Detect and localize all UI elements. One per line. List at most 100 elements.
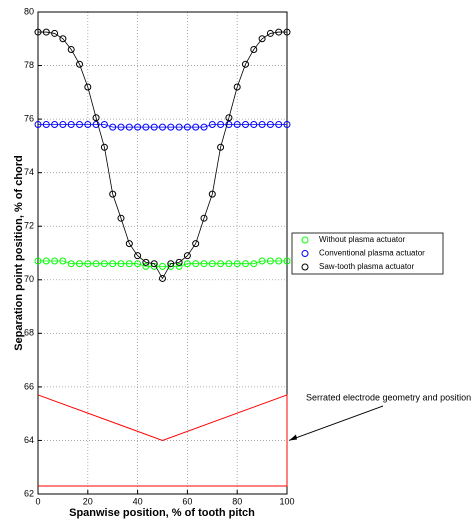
data-point <box>117 214 125 222</box>
data-point <box>84 120 92 128</box>
data-point <box>92 120 100 128</box>
data-point <box>233 120 241 128</box>
data-point <box>175 123 183 131</box>
data-point <box>125 260 133 268</box>
data-point <box>250 45 258 53</box>
data-point <box>208 120 216 128</box>
data-point <box>192 123 200 131</box>
data-point <box>183 252 191 260</box>
data-point <box>192 260 200 268</box>
data-point <box>134 260 142 268</box>
data-point <box>92 114 100 122</box>
legend-marker <box>301 236 309 244</box>
y-tick-label: 62 <box>24 488 34 498</box>
data-point <box>200 214 208 222</box>
electrode-outline <box>37 394 288 487</box>
data-point <box>142 262 150 270</box>
legend-box <box>291 232 444 275</box>
data-point <box>67 260 75 268</box>
x-tick-label: 80 <box>232 496 242 506</box>
data-point <box>159 262 166 270</box>
data-point <box>200 123 208 131</box>
data-point <box>59 120 67 128</box>
data-point <box>159 123 166 131</box>
plot-area <box>38 12 287 494</box>
y-tick-label: 80 <box>24 6 34 16</box>
data-point <box>92 260 100 268</box>
data-point <box>241 60 249 68</box>
y-tick-label: 66 <box>24 381 34 391</box>
data-point <box>183 123 191 131</box>
series-line <box>38 31 287 280</box>
data-point <box>275 257 283 265</box>
data-point <box>225 114 233 122</box>
annotation-arrow <box>288 405 384 441</box>
data-point <box>84 260 92 268</box>
data-point <box>208 190 216 198</box>
y-tick-label: 64 <box>24 435 34 445</box>
x-tick-label: 40 <box>133 496 143 506</box>
data-point <box>142 258 150 266</box>
annotation-text: Serrated electrode geometry and position <box>306 392 471 402</box>
data-point <box>258 120 266 128</box>
data-point <box>266 29 274 37</box>
data-point <box>183 260 191 268</box>
data-point <box>42 257 50 265</box>
data-point <box>217 143 225 151</box>
data-point <box>34 257 42 265</box>
data-point <box>233 83 241 91</box>
data-point <box>217 260 225 268</box>
x-tick-label: 0 <box>35 496 40 506</box>
data-point <box>59 257 67 265</box>
data-point <box>125 240 133 248</box>
data-point <box>109 123 117 131</box>
data-point <box>233 260 241 268</box>
series-line <box>38 124 287 128</box>
data-point <box>100 260 108 268</box>
data-point <box>67 45 75 53</box>
data-point <box>175 258 183 266</box>
data-point <box>283 257 291 265</box>
y-tick-label: 72 <box>24 221 34 231</box>
data-point <box>258 35 266 43</box>
data-point <box>117 123 125 131</box>
data-point <box>175 262 183 270</box>
data-point <box>100 143 108 151</box>
data-point <box>51 29 59 37</box>
x-tick-label: 60 <box>182 496 192 506</box>
data-point <box>150 260 158 268</box>
data-point <box>283 120 291 128</box>
data-point <box>84 83 92 91</box>
data-point <box>42 120 50 128</box>
data-point <box>117 260 125 268</box>
data-point <box>208 260 216 268</box>
data-point <box>134 252 142 260</box>
data-point <box>59 35 67 43</box>
arrow-head <box>289 434 297 441</box>
data-point <box>67 120 75 128</box>
y-axis-label: Separation point position, % of chord <box>13 155 25 351</box>
axes-box <box>37 11 288 495</box>
y-tick-label: 74 <box>24 167 34 177</box>
legend-marker <box>301 263 309 271</box>
data-point <box>167 260 175 268</box>
x-axis-label: Spanwise position, % of tooth pitch <box>69 507 255 519</box>
x-tick-label: 20 <box>83 496 93 506</box>
data-point <box>34 120 42 128</box>
y-tick-label: 76 <box>24 113 34 123</box>
data-point <box>142 123 150 131</box>
data-point <box>217 120 225 128</box>
data-point <box>266 257 274 265</box>
legend-label: Without plasma actuator <box>319 235 406 244</box>
data-point <box>200 260 208 268</box>
data-point <box>258 257 266 265</box>
data-point <box>266 120 274 128</box>
data-point <box>34 28 42 36</box>
data-point <box>109 260 117 268</box>
legend-label: Saw-tooth plasma actuator <box>319 262 414 271</box>
legend-label: Conventional plasma actuator <box>319 249 425 258</box>
data-point <box>109 190 117 198</box>
series-line <box>38 260 287 267</box>
x-tick-label: 100 <box>279 496 294 506</box>
